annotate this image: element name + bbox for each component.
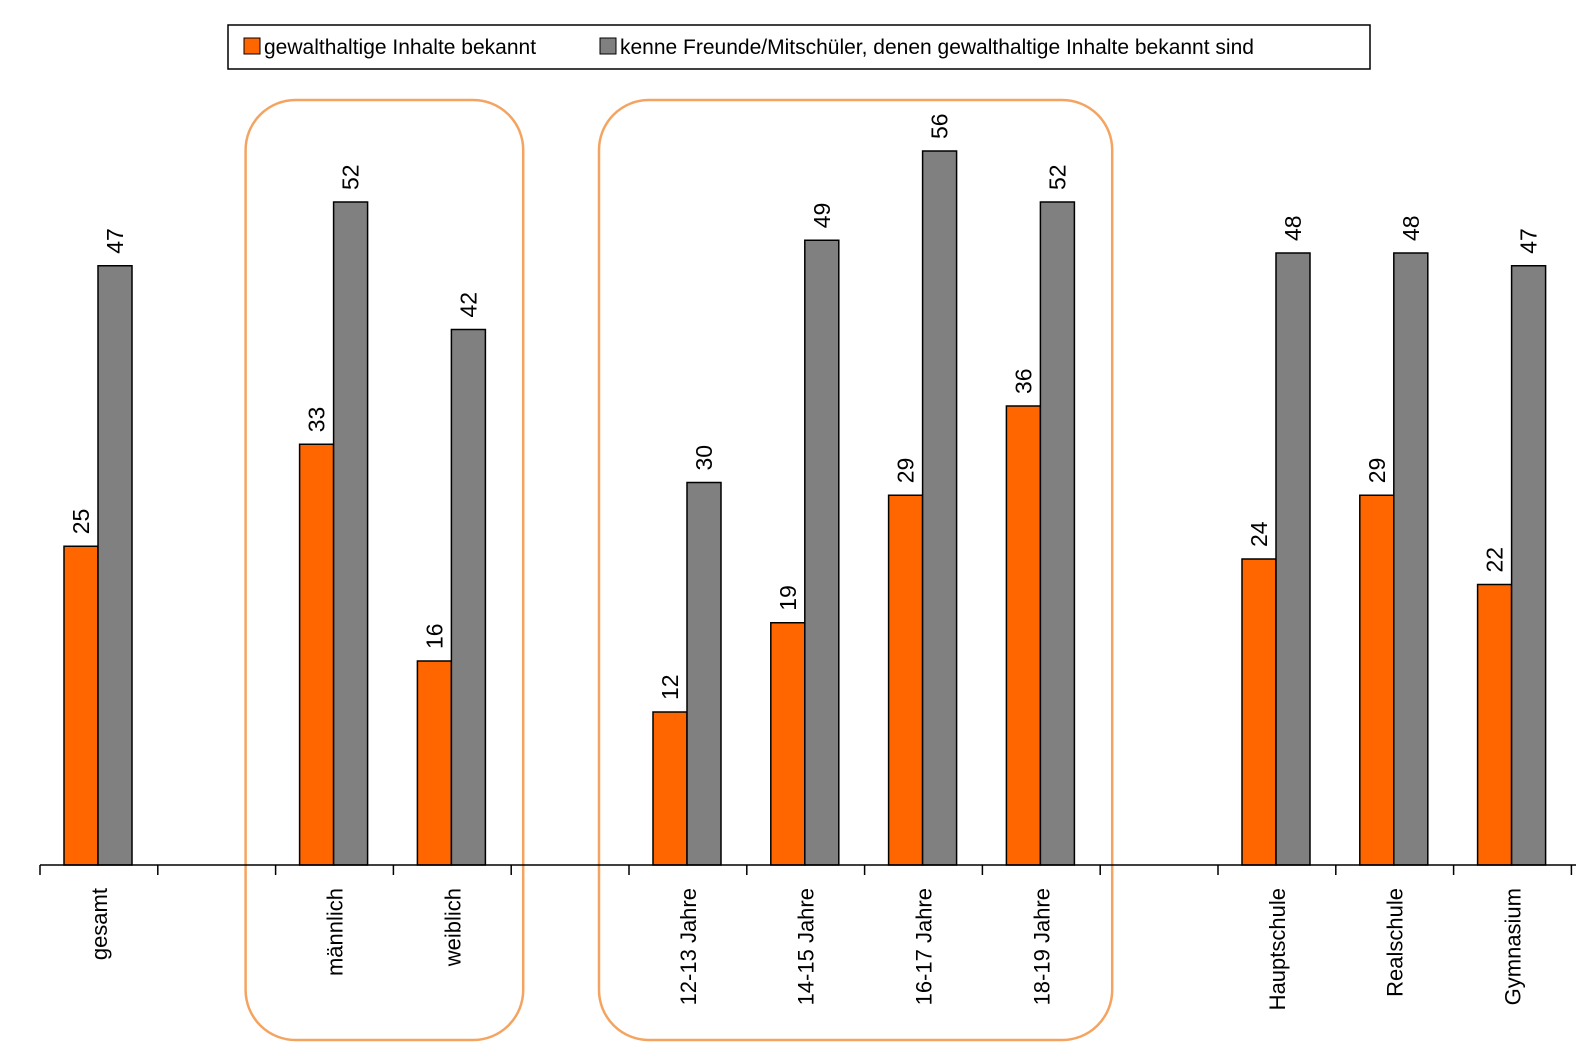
group-frame-2: [597, 98, 1114, 1042]
bar-friends-8: [921, 150, 958, 866]
category-label-3: männlich: [323, 888, 348, 976]
legend-swatch-series-2: [599, 37, 617, 55]
data-label-known-6: 12: [657, 674, 683, 700]
data-label-friends-9: 52: [1044, 164, 1070, 190]
category-label-12: Realschule: [1383, 888, 1408, 997]
legend-swatch-series-1: [243, 37, 261, 55]
data-label-friends-11: 48: [1280, 215, 1306, 241]
data-label-friends-4: 42: [455, 292, 481, 318]
data-label-known-13: 22: [1482, 547, 1508, 573]
data-label-known-12: 29: [1364, 458, 1390, 484]
data-label-known-7: 19: [775, 585, 801, 611]
legend: gewalthaltige Inhalte bekannt kenne Freu…: [227, 24, 1371, 70]
category-label-6: 12-13 Jahre: [676, 888, 701, 1005]
category-label-7: 14-15 Jahre: [794, 888, 819, 1005]
bar-known-3: [298, 443, 335, 866]
bar-known-6: [652, 711, 688, 866]
category-label-11: Hauptschule: [1265, 888, 1290, 1010]
bar-known-11: [1241, 558, 1277, 866]
category-label-4: weiblich: [440, 888, 465, 967]
data-label-friends-7: 49: [809, 203, 835, 229]
bar-known-4: [416, 660, 453, 866]
data-labels: 25 33 16 12 19 29 36 24 29 22 47 52 42 30 49 56 52 48 48 47: [68, 113, 1542, 700]
group-frame-1: [244, 98, 525, 1042]
bar-friends-11: [1275, 252, 1311, 866]
x-axis: [39, 864, 1576, 875]
bar-known-7: [770, 622, 806, 866]
bar-friends-6: [686, 481, 722, 866]
data-label-known-11: 24: [1246, 521, 1272, 547]
bar-known-8: [887, 494, 924, 866]
category-label-1: gesamt: [87, 888, 112, 960]
data-label-friends-1: 47: [102, 228, 128, 254]
data-label-friends-8: 56: [927, 113, 953, 139]
category-label-13: Gymnasium: [1501, 888, 1526, 1005]
data-label-friends-13: 47: [1516, 228, 1542, 254]
bar-friends-9: [1039, 201, 1076, 866]
data-label-friends-3: 52: [338, 164, 364, 190]
data-label-known-1: 25: [68, 509, 94, 535]
bar-friends-7: [804, 239, 840, 866]
data-label-known-4: 16: [421, 623, 447, 649]
bar-known-9: [1005, 405, 1042, 866]
category-label-8: 16-17 Jahre: [912, 888, 937, 1005]
category-labels: gesamt männlich weiblich 12-13 Jahre 14-15 J…: [87, 888, 1526, 1010]
legend-label-series-1: gewalthaltige Inhalte bekannt: [264, 36, 536, 59]
data-label-known-9: 36: [1010, 368, 1036, 394]
bars: [63, 150, 1547, 866]
group-frames: [244, 98, 1114, 1042]
data-label-known-3: 33: [304, 407, 330, 433]
bar-friends-4: [450, 328, 487, 866]
data-label-known-8: 29: [893, 458, 919, 484]
bar-known-13: [1476, 583, 1513, 866]
bar-known-1: [63, 545, 99, 866]
bar-friends-3: [332, 201, 369, 866]
bar-friends-12: [1393, 252, 1429, 866]
legend-label-series-2: kenne Freunde/Mitschüler, denen gewaltha…: [620, 36, 1254, 59]
data-label-friends-12: 48: [1398, 215, 1424, 241]
bar-known-12: [1359, 494, 1395, 866]
bar-friends-1: [97, 265, 133, 866]
category-label-9: 18-19 Jahre: [1029, 888, 1054, 1005]
legend-box: [227, 24, 1371, 70]
bar-friends-13: [1510, 265, 1547, 866]
data-label-friends-6: 30: [691, 445, 717, 471]
